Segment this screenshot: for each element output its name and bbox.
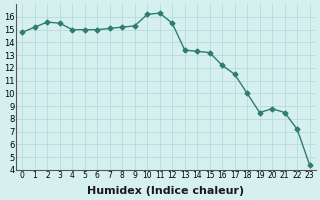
X-axis label: Humidex (Indice chaleur): Humidex (Indice chaleur) <box>87 186 244 196</box>
